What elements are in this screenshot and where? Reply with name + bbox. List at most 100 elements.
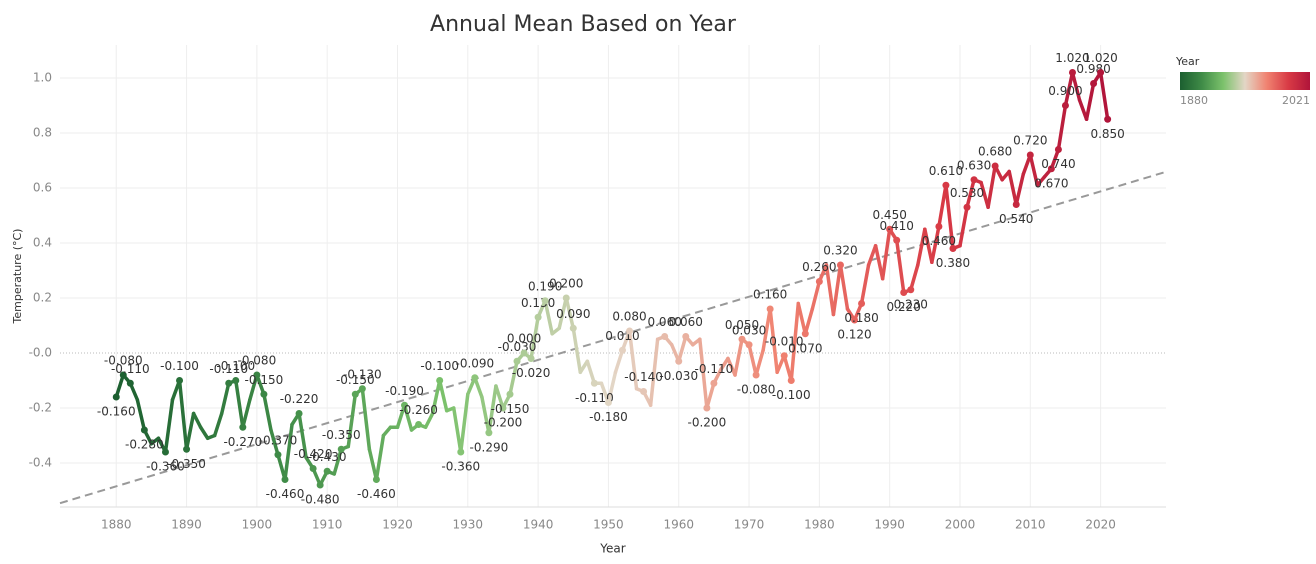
data-point — [1012, 201, 1020, 208]
x-tick-label: 1930 — [453, 518, 484, 532]
data-label: -0.270 — [223, 435, 262, 449]
data-label: 0.630 — [957, 158, 991, 172]
data-label: 0.540 — [999, 212, 1033, 226]
data-point — [126, 379, 134, 387]
line-segment — [480, 395, 491, 435]
line-segment — [1084, 81, 1096, 121]
data-point — [140, 426, 148, 434]
data-label: -0.220 — [280, 392, 319, 406]
y-tick-label: -0.0 — [29, 346, 52, 360]
y-tick-label: 0.6 — [33, 181, 52, 195]
data-label: 0.090 — [556, 307, 590, 321]
line-segment — [747, 343, 758, 377]
line-segment — [262, 392, 273, 432]
line-segment — [459, 392, 470, 454]
data-label: 1.020 — [1083, 51, 1117, 65]
data-label: 0.060 — [669, 315, 703, 329]
line-segment — [719, 356, 730, 372]
data-label: -0.200 — [484, 416, 523, 430]
data-point — [183, 445, 191, 453]
data-point — [949, 245, 957, 252]
data-point — [415, 421, 423, 428]
line-segment — [754, 348, 765, 377]
data-label: -0.140 — [624, 370, 663, 384]
data-point — [907, 286, 915, 294]
line-segment — [761, 307, 772, 352]
line-segment — [135, 398, 147, 432]
data-point — [309, 465, 317, 472]
line-segment — [557, 296, 568, 330]
data-label: -0.350 — [167, 457, 206, 471]
data-point — [372, 476, 380, 483]
data-point — [893, 236, 901, 244]
line-segment — [916, 227, 927, 267]
line-segment — [374, 433, 386, 482]
data-label: -0.190 — [385, 384, 424, 398]
line-segment — [873, 244, 885, 281]
y-tick-label: -0.4 — [29, 456, 52, 470]
data-point — [682, 333, 690, 340]
line-segment — [332, 447, 343, 476]
line-segment — [979, 180, 990, 209]
line-segment — [803, 307, 815, 336]
line-segment — [423, 411, 435, 429]
data-point — [626, 327, 634, 335]
data-point — [176, 377, 184, 384]
data-label: -0.150 — [245, 373, 284, 387]
data-label: -0.100 — [160, 359, 199, 373]
data-point — [351, 390, 359, 398]
x-axis-label: Year — [599, 542, 625, 556]
data-label: 0.000 — [507, 332, 541, 346]
data-label: 0.720 — [1013, 134, 1047, 148]
data-point — [569, 324, 577, 332]
line-segment — [177, 378, 189, 451]
x-tick-label: 1910 — [312, 518, 343, 532]
data-point — [1104, 115, 1112, 123]
line-segment — [1035, 175, 1047, 187]
line-segment — [1056, 103, 1068, 152]
data-point — [119, 371, 127, 379]
line-segment — [1070, 70, 1082, 102]
line-segment — [283, 422, 294, 482]
line-segment — [367, 447, 379, 482]
x-tick-label: 1920 — [382, 518, 413, 532]
data-point — [295, 410, 303, 417]
data-label: 0.530 — [950, 186, 984, 200]
data-point — [112, 393, 120, 401]
data-label: -0.110 — [695, 362, 734, 376]
line-segment — [269, 428, 280, 457]
data-point — [316, 481, 324, 489]
x-tick-label: 1950 — [593, 518, 624, 532]
line-segment — [564, 296, 576, 330]
data-point — [766, 305, 774, 313]
data-point — [675, 357, 683, 365]
data-point — [520, 349, 528, 357]
data-label: -0.200 — [688, 416, 727, 430]
line-segment — [494, 384, 505, 410]
line-segment — [613, 348, 625, 374]
data-label: 0.450 — [872, 208, 906, 222]
data-label: -0.110 — [111, 362, 150, 376]
data-label: -0.030 — [498, 340, 537, 354]
data-label: -0.030 — [659, 369, 698, 383]
data-point — [991, 162, 999, 170]
line-segment — [1063, 70, 1075, 108]
data-point — [1097, 69, 1105, 76]
x-tick-label: 1990 — [874, 518, 905, 532]
data-label: -0.460 — [266, 487, 305, 501]
data-label: 0.010 — [605, 329, 639, 343]
data-label: -0.020 — [512, 366, 551, 380]
data-label: 0.850 — [1090, 127, 1124, 141]
line-segment — [585, 359, 597, 385]
data-label: -0.160 — [97, 405, 136, 419]
x-tick-label: 1940 — [523, 518, 554, 532]
data-label: 0.180 — [844, 311, 878, 325]
data-point — [590, 379, 598, 387]
line-segment — [1007, 169, 1018, 207]
data-point — [1068, 69, 1076, 76]
data-label: -0.110 — [209, 362, 248, 376]
data-label: 0.680 — [978, 145, 1012, 159]
line-segment — [923, 227, 934, 264]
data-label: -0.110 — [575, 391, 614, 405]
data-label: -0.370 — [259, 433, 298, 447]
